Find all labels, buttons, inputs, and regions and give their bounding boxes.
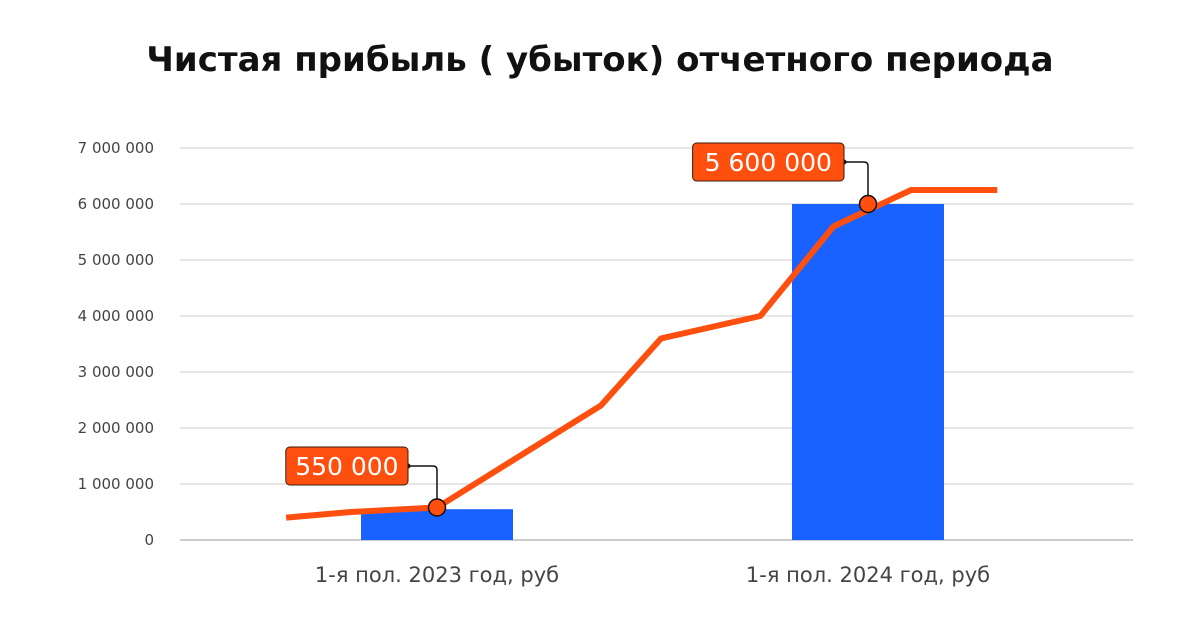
y-tick-label: 7 000 000 bbox=[78, 139, 154, 157]
callout-label: 550 000 bbox=[295, 452, 398, 481]
y-tick-label: 0 bbox=[144, 531, 154, 549]
callout-box bbox=[692, 142, 845, 182]
y-tick-label: 2 000 000 bbox=[78, 419, 154, 437]
bars bbox=[361, 204, 944, 540]
category-label: 1-я пол. 2023 год, руб bbox=[315, 563, 559, 587]
y-tick-label: 3 000 000 bbox=[78, 363, 154, 381]
callouts: 550 000 5 600 000 bbox=[285, 142, 878, 517]
data-point-marker bbox=[427, 498, 447, 517]
bar bbox=[792, 204, 944, 540]
y-axis-ticks: 0 1 000 000 2 000 000 3 000 000 4 000 000 5 0… bbox=[78, 139, 154, 549]
data-point-marker bbox=[858, 194, 878, 214]
y-tick-label: 1 000 000 bbox=[78, 475, 154, 493]
chart-title: Чистая прибыль ( убыток) отчетного перио… bbox=[146, 40, 1054, 80]
callout-label: 5 600 000 bbox=[705, 148, 832, 177]
y-tick-label: 6 000 000 bbox=[78, 195, 154, 213]
category-labels: 1-я пол. 2023 год, руб 1-я пол. 2024 год,… bbox=[315, 563, 990, 587]
callout-box bbox=[285, 446, 409, 486]
callout-leader bbox=[408, 465, 438, 508]
trend-line-path bbox=[285, 187, 998, 521]
callout-leader bbox=[844, 161, 869, 204]
y-tick-label: 5 000 000 bbox=[78, 251, 154, 269]
trend-line bbox=[285, 187, 998, 521]
y-tick-label: 4 000 000 bbox=[78, 307, 154, 325]
category-label: 1-я пол. 2024 год, руб bbox=[746, 563, 990, 587]
